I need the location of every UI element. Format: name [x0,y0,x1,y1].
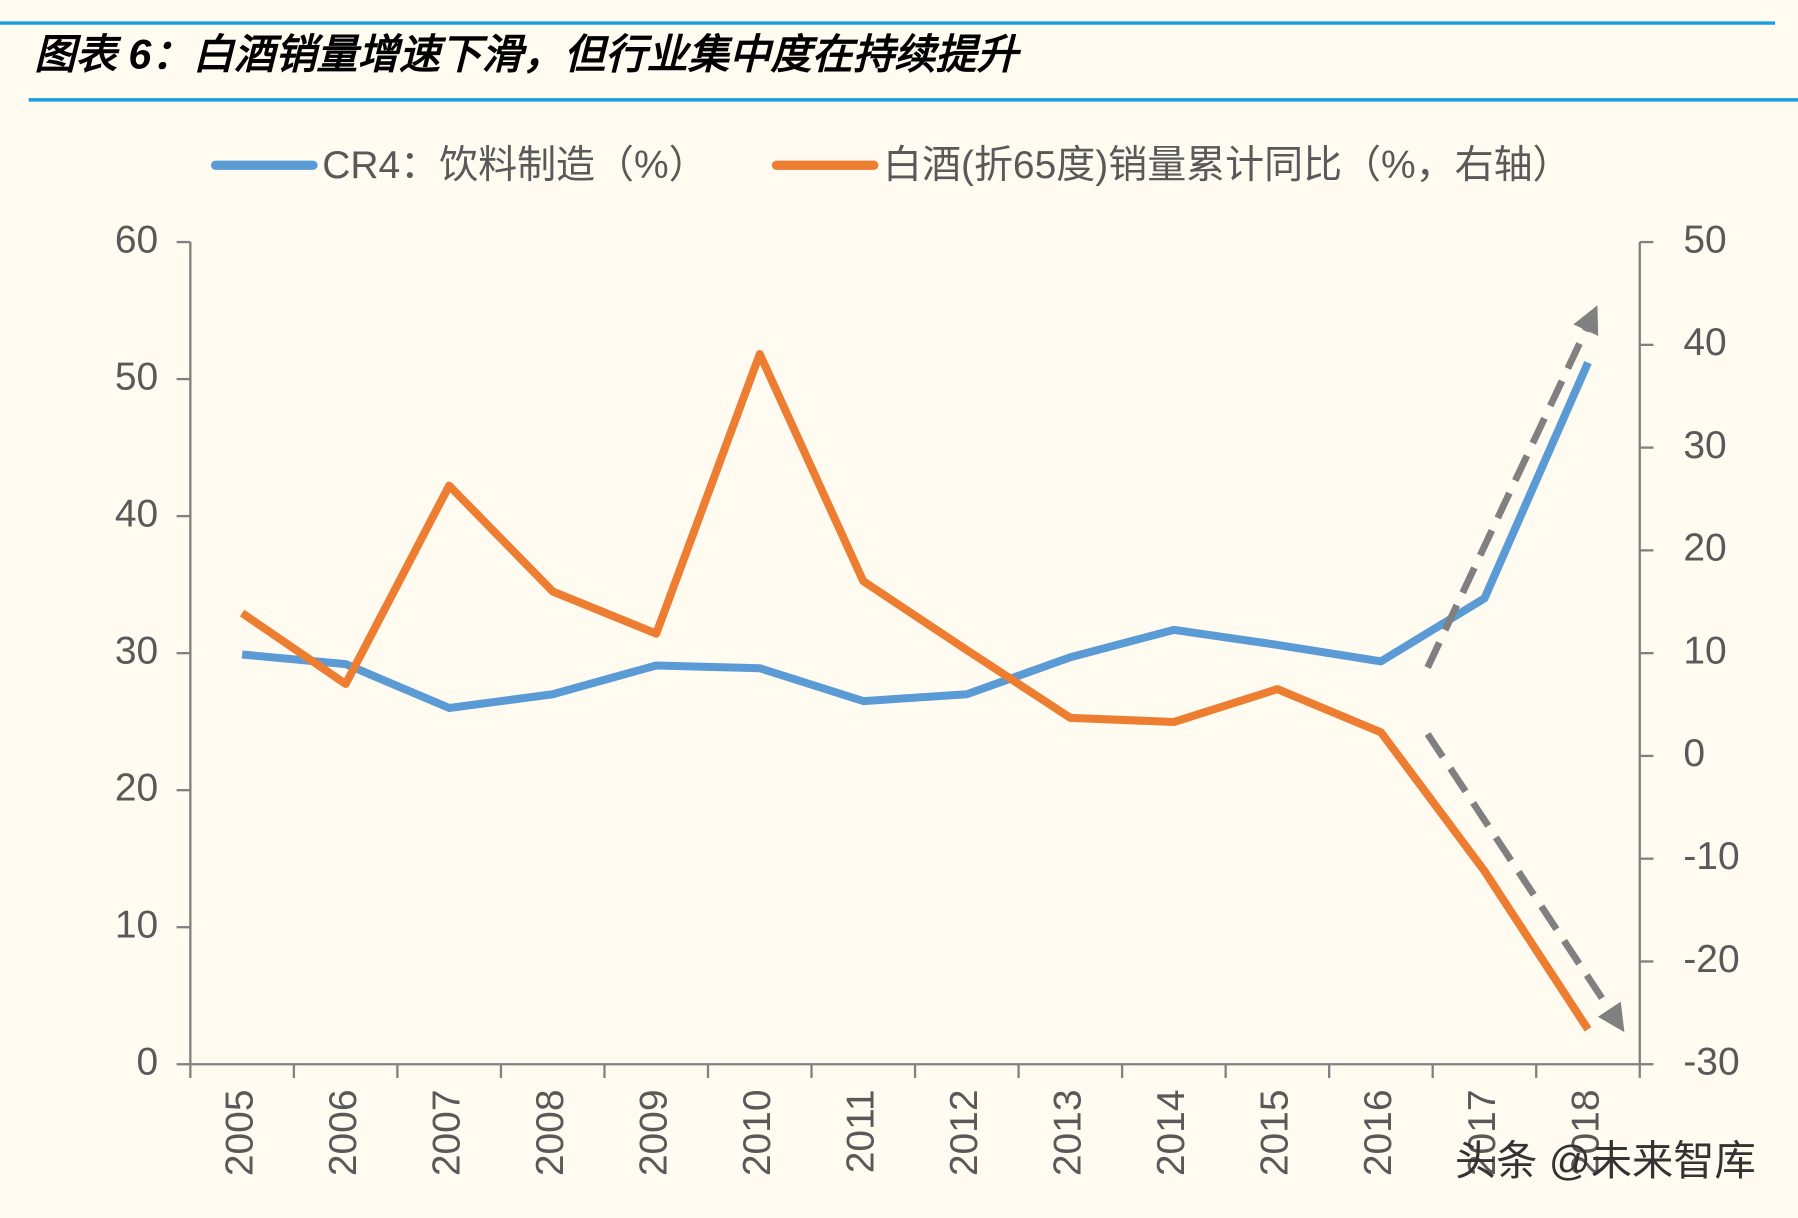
y2-tick-label: -10 [1683,835,1739,878]
x-tick-label: 2015 [1254,1089,1297,1176]
y-tick-label: 60 [115,218,158,261]
y-tick-label: 0 [137,1041,159,1084]
y2-tick-label: 0 [1683,732,1705,775]
y2-tick-label: 30 [1683,424,1726,467]
x-tick-label: 2010 [736,1089,779,1176]
x-tick-label: 2012 [943,1089,986,1176]
series-line [239,350,1592,1032]
legend-label: 白酒(折65度)销量累计同比（%，右轴） [883,144,1571,187]
x-tick-label: 2009 [633,1089,676,1176]
legend-label: CR4：饮料制造（%） [322,144,707,187]
x-tick-label: 2008 [529,1089,572,1176]
x-tick-label: 2011 [840,1089,883,1173]
trend-arrows [1424,305,1625,1033]
x-tick-label: 2006 [322,1089,365,1176]
x-tick-label: 2005 [218,1089,261,1176]
x-tick-label: 2014 [1150,1089,1193,1176]
x-tick-label: 2016 [1357,1089,1400,1176]
x-tick-label: 2018 [1564,1089,1607,1176]
y-tick-label: 50 [115,355,158,398]
y2-tick-label: -30 [1683,1041,1739,1084]
y2-tick-label: 10 [1683,629,1726,672]
watermark: 头条 @未来智库 [1455,1138,1756,1184]
y-tick-label: 10 [115,904,158,947]
trend-arrow [1424,732,1625,1033]
y-tick-label: 40 [115,492,158,535]
x-tick-label: 2017 [1461,1089,1504,1176]
x-tick-label: 2013 [1047,1089,1090,1176]
y2-tick-label: 40 [1683,321,1726,364]
x-tick-label: 2007 [425,1089,468,1176]
y2-tick-label: -20 [1683,938,1739,981]
y-tick-label: 20 [115,766,158,809]
chart-title: 图表 6：白酒销量增速下滑，但行业集中度在持续提升 [34,31,1021,77]
series-line [241,361,1592,712]
y2-tick-label: 50 [1683,218,1726,261]
y2-tick-label: 20 [1683,527,1726,570]
trend-arrow [1424,305,1599,669]
y-tick-label: 30 [115,629,158,672]
